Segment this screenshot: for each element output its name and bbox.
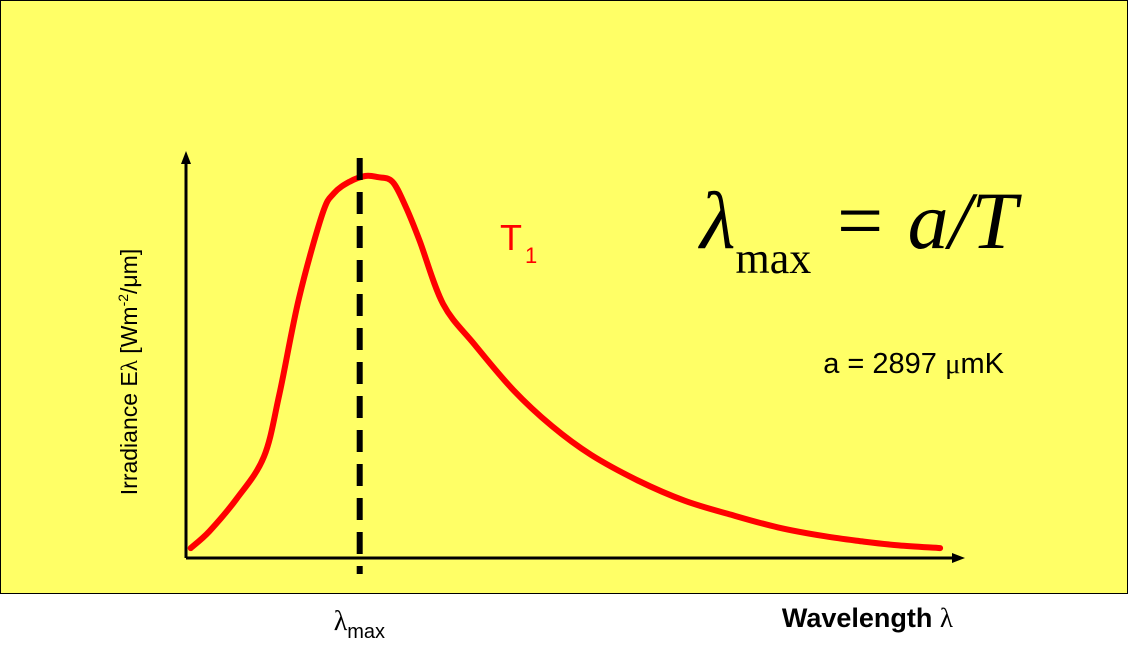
x-axis-label: Wavelength λ xyxy=(782,603,953,633)
constant-unit: mK xyxy=(961,348,1005,380)
x-axis-label-lambda: λ xyxy=(940,603,953,633)
y-axis-label-lambda: λ xyxy=(117,359,142,371)
constant-mu: μ xyxy=(945,348,961,380)
y-axis-label-unit-sup: -2 xyxy=(115,294,131,307)
y-axis-label-unit-open: [Wm xyxy=(116,306,142,360)
x-tick-subscript: max xyxy=(347,621,385,643)
wien-constant: a = 2897 μmK xyxy=(823,348,1004,380)
wien-formula: λmax = a/T xyxy=(698,175,1022,283)
constant-text: a = 2897 xyxy=(823,348,945,380)
y-axis-label-unit-close: /μm] xyxy=(116,249,142,294)
series-line-t1 xyxy=(187,172,944,552)
y-axis-label: Irradiance Eλ [Wm-2/μm] xyxy=(115,249,142,495)
x-tick-lambda: λ xyxy=(334,606,348,637)
series-label-t: T xyxy=(500,217,522,258)
x-tick-label-lambda-max: λmax xyxy=(334,606,385,643)
formula-rhs: = a/T xyxy=(811,175,1022,266)
x-axis-arrow xyxy=(952,553,965,563)
chart-panel xyxy=(0,0,1128,594)
x-axis-label-text: Wavelength xyxy=(782,603,940,633)
series-label-subscript: 1 xyxy=(525,243,537,268)
y-axis-label-prefix: Irradiance E xyxy=(116,371,142,495)
y-axis-arrow xyxy=(181,151,191,164)
formula-lambda: λ xyxy=(698,175,736,266)
formula-sub-max: max xyxy=(736,234,812,283)
